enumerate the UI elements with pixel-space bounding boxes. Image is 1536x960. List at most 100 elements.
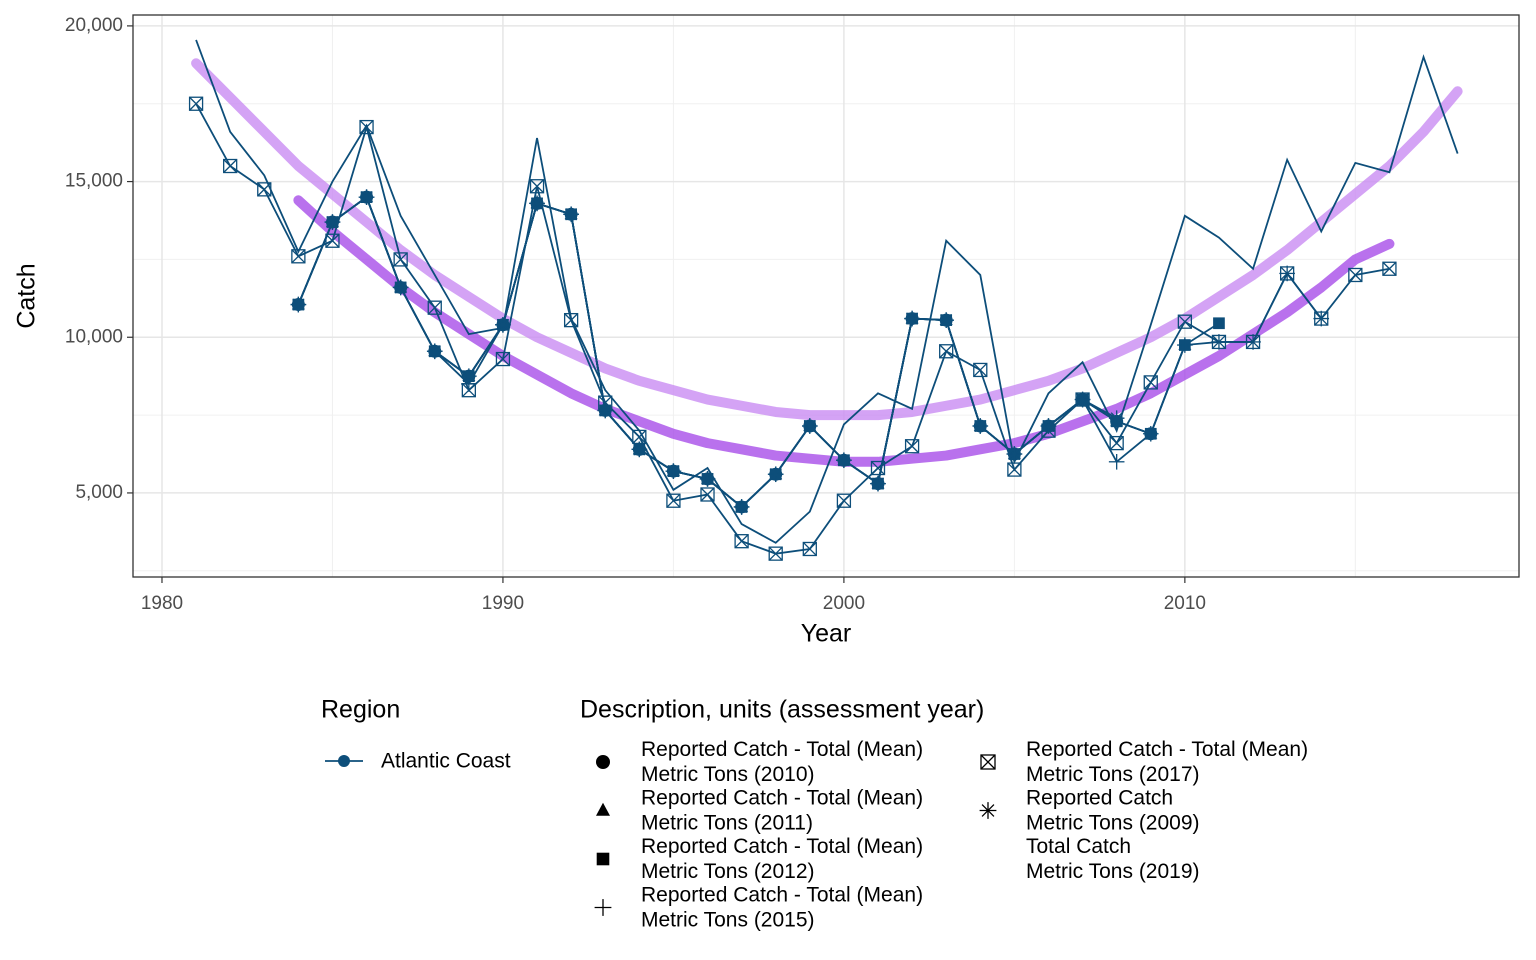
marker-part (973, 362, 988, 377)
marker-part (495, 351, 511, 367)
marker-part (1177, 314, 1192, 329)
marker (1142, 425, 1159, 442)
marker-part (939, 344, 954, 359)
marker-part (1245, 334, 1261, 350)
marker-part (665, 463, 682, 479)
marker (904, 439, 920, 454)
marker (563, 206, 579, 223)
marker (1007, 462, 1022, 477)
marker-part (393, 252, 408, 267)
legend-title: Region (321, 696, 400, 724)
marker (1143, 375, 1158, 390)
marker-part (836, 452, 852, 469)
marker (1108, 410, 1125, 427)
marker-part (700, 487, 715, 502)
marker (666, 493, 681, 508)
marker-part (427, 300, 442, 315)
marker (734, 534, 749, 549)
marker-part (734, 534, 749, 549)
marker-part (871, 461, 885, 475)
marker-part (188, 96, 204, 111)
marker-part (980, 754, 996, 770)
marker-part (563, 312, 579, 328)
marker-part (392, 279, 409, 296)
marker-part (1006, 446, 1023, 462)
marker (631, 441, 648, 458)
marker (1109, 435, 1124, 451)
marker-part (257, 182, 272, 197)
marker (594, 899, 612, 916)
marker-part (699, 471, 716, 487)
series-line (195, 39, 1459, 544)
marker-part (1382, 261, 1397, 276)
marker-part (904, 310, 920, 327)
marker-part (426, 343, 443, 360)
marker-part (1074, 391, 1091, 408)
marker-part (666, 493, 681, 508)
marker (597, 402, 614, 419)
marker (359, 119, 374, 135)
marker (939, 344, 954, 359)
plot-border (132, 14, 1520, 578)
marker (1108, 453, 1125, 470)
legend-label: Total Catch Metric Tons (2019) (1026, 835, 1200, 883)
y-axis-title: Catch (13, 263, 41, 328)
marker-part (1382, 261, 1397, 276)
marker (1382, 261, 1397, 276)
plot-background (133, 15, 1519, 577)
legend-label: Reported Catch - Total (Mean) Metric Tons… (641, 786, 923, 834)
marker-part (358, 189, 375, 205)
marker (973, 362, 988, 378)
marker-part (836, 493, 852, 508)
marker (836, 452, 852, 469)
marker (1279, 266, 1295, 281)
marker (836, 493, 852, 508)
x-tick-label: 2000 (823, 593, 865, 614)
marker-part (836, 493, 851, 508)
marker-part (461, 383, 476, 398)
marker-part (1109, 436, 1124, 451)
y-tick-label: 20,000 (65, 15, 123, 36)
marker-part (529, 179, 545, 194)
y-tick-label: 5,000 (75, 482, 123, 503)
marker-part (596, 755, 610, 769)
marker (665, 463, 682, 479)
marker-part (291, 249, 306, 264)
marker (563, 312, 579, 328)
marker-part (1211, 334, 1227, 350)
marker (461, 368, 477, 384)
marker (904, 310, 920, 327)
marker (257, 182, 272, 197)
y-tick-label: 10,000 (65, 326, 123, 347)
marker-part (495, 352, 510, 367)
marker (1006, 446, 1023, 462)
marker-part (1108, 410, 1125, 427)
marker-part (257, 182, 272, 197)
marker (768, 546, 783, 561)
marker (1211, 334, 1227, 350)
legend-label: Atlantic Coast (381, 750, 511, 773)
marker-part (1314, 311, 1329, 326)
marker (495, 317, 511, 333)
marker-part (461, 368, 477, 384)
marker (1213, 317, 1225, 330)
marker-part (700, 487, 715, 502)
marker (1348, 267, 1363, 283)
marker-part (938, 312, 954, 328)
marker (700, 487, 715, 502)
marker-part (1280, 266, 1295, 281)
marker (1177, 337, 1193, 353)
marker-part (979, 802, 997, 819)
marker-part (972, 418, 989, 434)
marker (979, 802, 997, 819)
marker-part (223, 159, 238, 173)
marker-part (495, 317, 511, 333)
marker-part (189, 96, 204, 111)
marker (325, 233, 340, 248)
marker (596, 802, 610, 816)
marker (392, 279, 409, 296)
series-line (195, 103, 1390, 555)
marker-part (802, 418, 818, 434)
marker (802, 418, 818, 434)
